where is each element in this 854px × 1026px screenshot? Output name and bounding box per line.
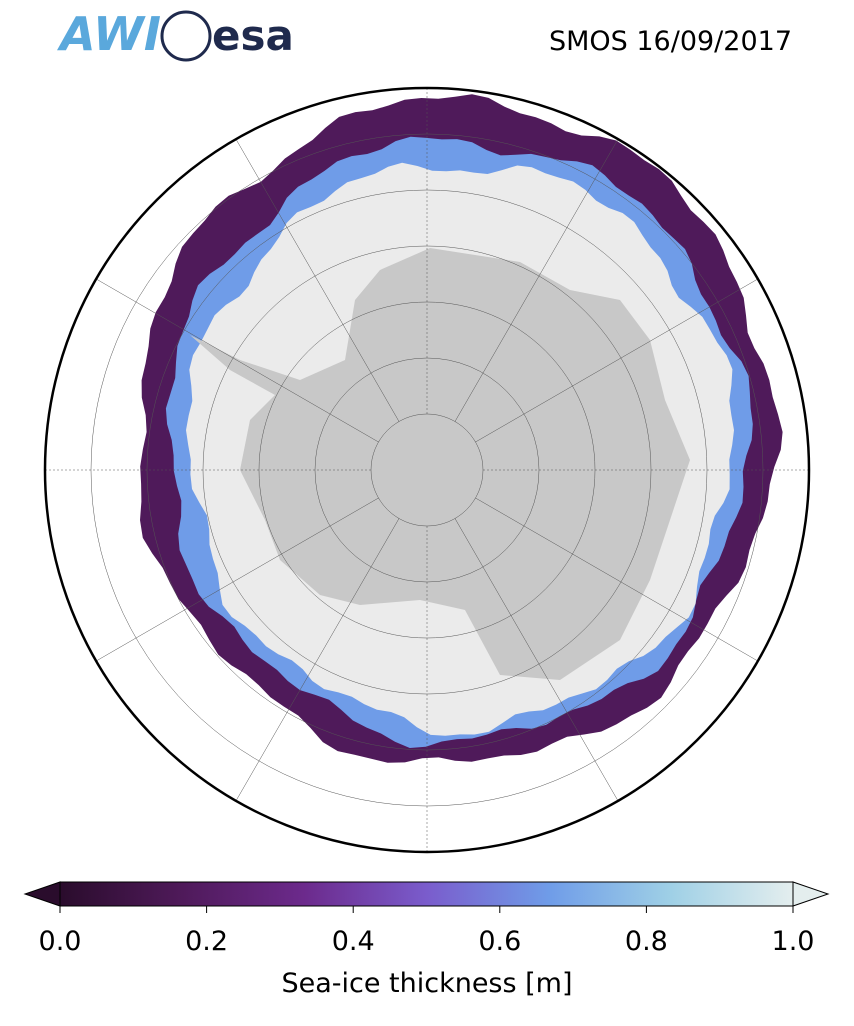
graticule-meridian bbox=[454, 123, 628, 422]
colorbar-extend-high bbox=[792, 881, 830, 907]
graticule-meridian bbox=[475, 269, 774, 443]
esa-emblem bbox=[160, 10, 212, 62]
colorbar-tick-label: 0.2 bbox=[185, 926, 228, 957]
colorbar-tick-label: 1.0 bbox=[772, 926, 815, 957]
graticule-meridian bbox=[226, 123, 400, 422]
colorbar-tick-label: 0.6 bbox=[478, 926, 521, 957]
colorbar-tick-label: 0.4 bbox=[332, 926, 375, 957]
awi-logo: AWI bbox=[57, 7, 161, 61]
esa-logo: esa bbox=[212, 11, 294, 60]
map bbox=[45, 88, 809, 852]
colorbar-tick-label: 0.0 bbox=[39, 926, 82, 957]
graticule-meridian bbox=[475, 497, 774, 671]
colorbar-extend-low bbox=[23, 881, 61, 907]
antarctica bbox=[190, 248, 690, 680]
graticule-meridian bbox=[80, 497, 379, 671]
colorbar: 0.0 0.2 0.4 0.6 0.8 1.0 bbox=[23, 881, 830, 957]
colorbar-tick-label: 0.8 bbox=[625, 926, 668, 957]
graticule-meridian bbox=[454, 518, 628, 817]
colorbar-label: Sea-ice thickness [m] bbox=[281, 968, 572, 999]
colorbar-gradient bbox=[59, 881, 794, 907]
graticule-meridian bbox=[226, 518, 400, 817]
title: SMOS 16/09/2017 bbox=[549, 26, 792, 57]
graticule-meridian bbox=[80, 269, 379, 443]
map-boundary bbox=[43, 86, 811, 854]
